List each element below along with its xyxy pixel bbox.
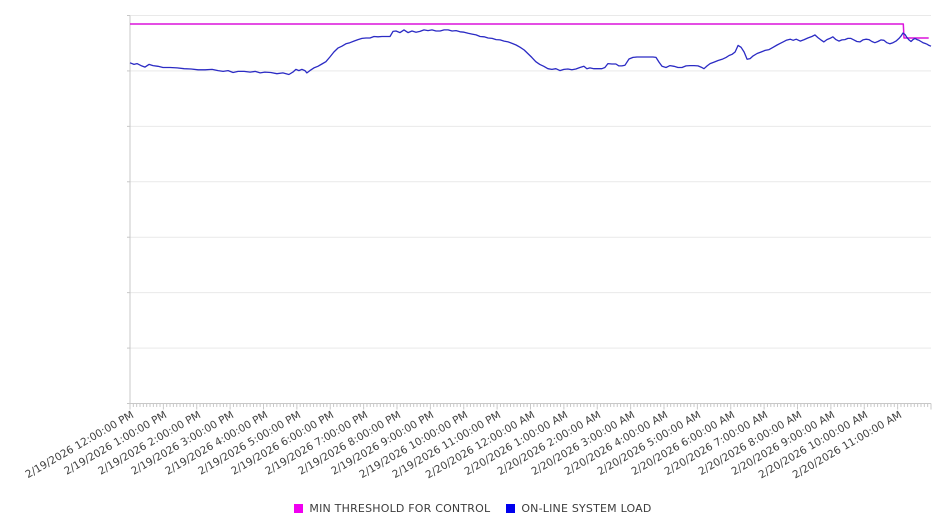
load-color-swatch	[506, 504, 516, 513]
chart-plot	[127, 15, 932, 410]
threshold-line	[130, 23, 929, 39]
load-line	[129, 29, 932, 76]
legend-item-system-load: ON-LINE SYSTEM LOAD	[506, 502, 651, 515]
legend-item-min-threshold: MIN THRESHOLD FOR CONTROL	[294, 502, 490, 515]
legend-label-system-load: ON-LINE SYSTEM LOAD	[521, 502, 652, 515]
chart-legend: MIN THRESHOLD FOR CONTROL ON-LINE SYSTEM…	[0, 502, 946, 515]
legend-label-min-threshold: MIN THRESHOLD FOR CONTROL	[309, 502, 491, 515]
threshold-color-swatch	[294, 504, 304, 513]
